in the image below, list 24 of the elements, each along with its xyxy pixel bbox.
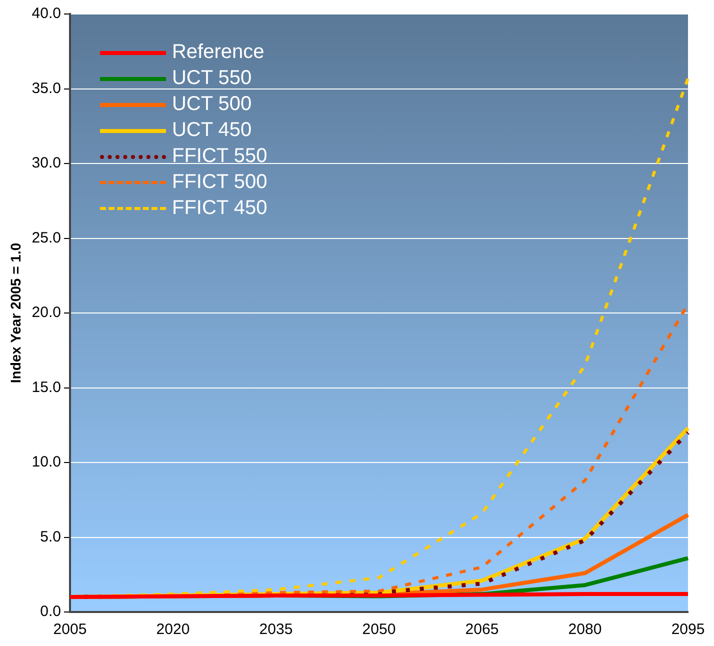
y-tick-label: 5.0 xyxy=(40,528,61,546)
x-tick-label: 2095 xyxy=(671,621,705,638)
y-tick-label: 40.0 xyxy=(32,5,61,22)
legend-label: UCT 550 xyxy=(172,66,252,91)
x-tick-label: 2020 xyxy=(156,621,190,638)
legend-label: FFICT 500 xyxy=(172,170,268,195)
legend-label: FFICT 450 xyxy=(172,196,268,221)
y-tick-label: 20.0 xyxy=(32,304,61,322)
x-tick-label: 2065 xyxy=(465,621,499,638)
legend-label: UCT 450 xyxy=(172,118,252,143)
y-axis-title: Index Year 2005 = 1.0 xyxy=(7,242,24,384)
x-tick-label: 2005 xyxy=(53,621,87,638)
legend-label: FFICT 550 xyxy=(172,144,268,169)
y-tick-label: 10.0 xyxy=(32,454,61,471)
x-tick-label: 2080 xyxy=(568,621,602,638)
y-tick-label: 15.0 xyxy=(32,378,61,396)
legend-label: UCT 500 xyxy=(172,92,252,117)
y-tick-label: 35.0 xyxy=(32,80,61,97)
x-tick-label: 2050 xyxy=(362,621,396,638)
y-tick-label: 30.0 xyxy=(32,154,61,172)
y-tick-label: 25.0 xyxy=(32,229,61,246)
legend-label: Reference xyxy=(172,40,264,65)
y-tick-label: 0.0 xyxy=(40,603,61,620)
x-tick-label: 2035 xyxy=(259,621,293,638)
